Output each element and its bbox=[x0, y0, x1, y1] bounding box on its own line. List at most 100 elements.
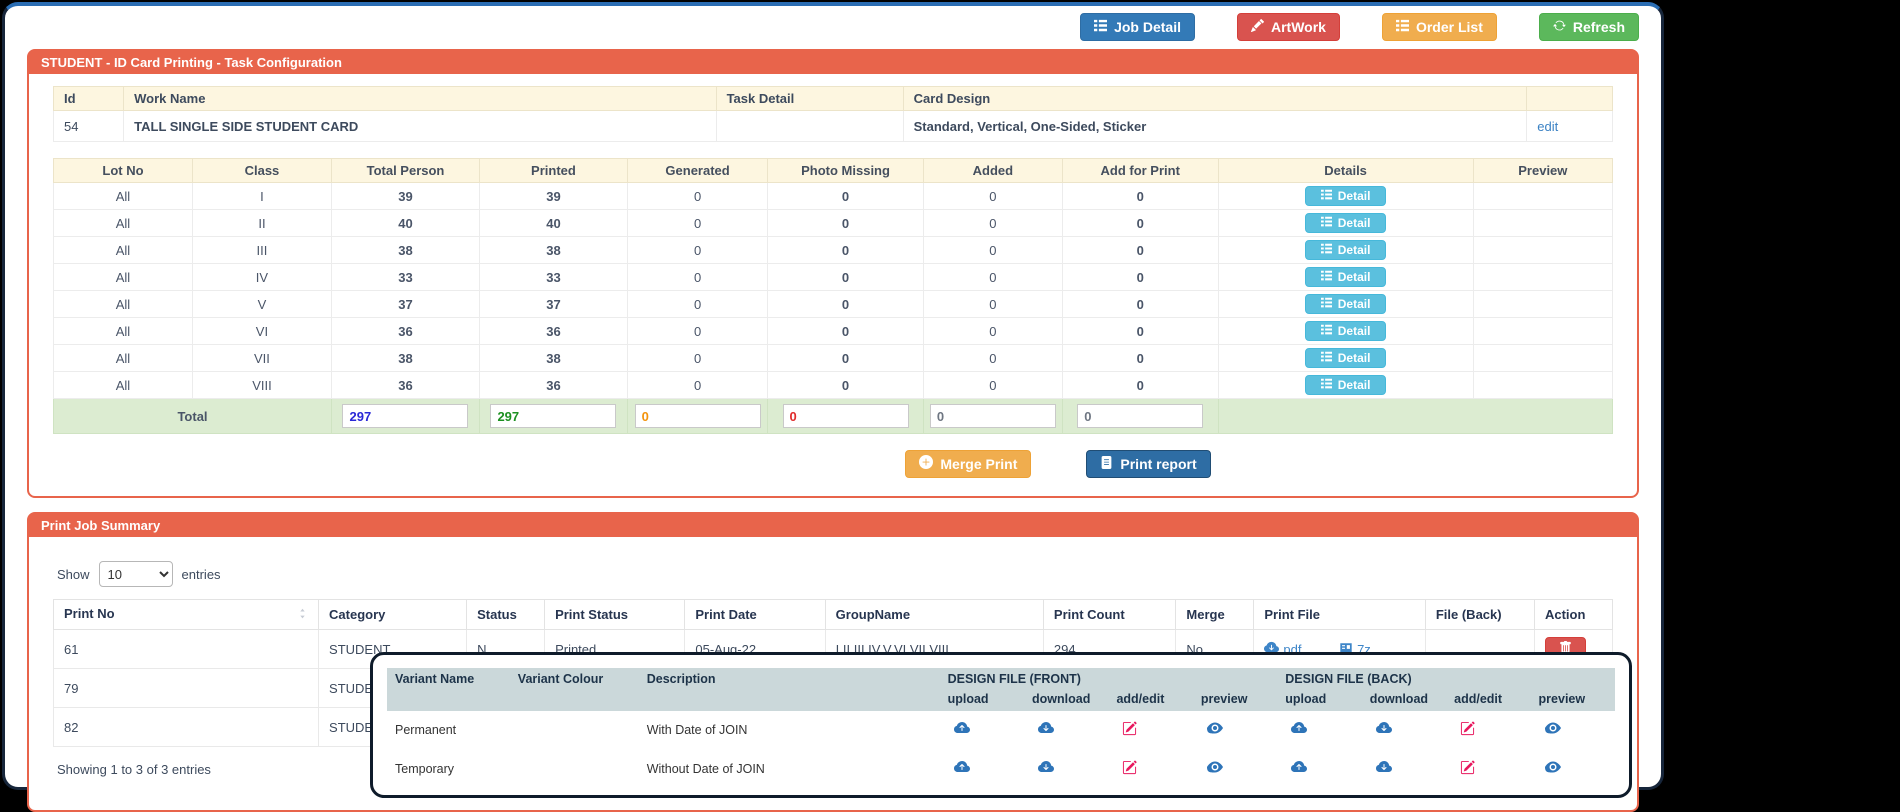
total-photo-missing-input[interactable] bbox=[782, 404, 909, 428]
total-printed-input[interactable] bbox=[490, 404, 617, 428]
table-row: All VI 36 36 0 0 0 0 bbox=[53, 317, 1614, 345]
preview-cell bbox=[1472, 182, 1614, 210]
table-row: All VIII 36 36 0 0 0 0 bbox=[53, 371, 1614, 399]
column-header: Merge bbox=[1175, 599, 1255, 630]
print-no-cell: 79 bbox=[52, 668, 320, 708]
lot-no-cell: All bbox=[53, 263, 193, 291]
photo-missing-cell: 0 bbox=[767, 290, 924, 318]
lot-no-cell: All bbox=[53, 209, 193, 237]
merge-print-button[interactable]: Merge Print bbox=[905, 450, 1032, 478]
front-download-button[interactable] bbox=[1032, 759, 1055, 775]
edit-square-icon bbox=[1122, 759, 1138, 778]
back-preview-button[interactable] bbox=[1539, 720, 1561, 736]
detail-button[interactable]: Detail bbox=[1304, 348, 1387, 368]
lot-no-cell: All bbox=[53, 344, 193, 372]
plus-circle-icon bbox=[919, 455, 934, 473]
preview-cell bbox=[1472, 317, 1614, 345]
back-download-button[interactable] bbox=[1370, 720, 1392, 736]
refresh-button[interactable]: Refresh bbox=[1538, 13, 1639, 41]
detail-label: Detail bbox=[1337, 378, 1371, 392]
edit-link[interactable]: edit bbox=[1537, 118, 1559, 134]
variant-design-popup: Variant Name Variant Colour Description … bbox=[370, 652, 1632, 798]
printed-cell: 40 bbox=[478, 209, 628, 237]
front-upload-button[interactable] bbox=[948, 759, 970, 775]
detail-button[interactable]: Detail bbox=[1304, 213, 1387, 233]
front-preview-button[interactable] bbox=[1201, 759, 1223, 775]
column-header: Variant Colour bbox=[509, 668, 639, 711]
front-add-edit-button[interactable] bbox=[1116, 720, 1138, 739]
add-for-print-cell: 0 bbox=[1061, 236, 1219, 264]
table-row: Permanent With Date of JOIN bbox=[387, 711, 1615, 750]
front-add-edit-button[interactable] bbox=[1116, 759, 1138, 778]
column-header: Card Design bbox=[902, 86, 1528, 111]
list-icon bbox=[1320, 324, 1332, 338]
list-icon bbox=[1094, 18, 1108, 36]
back-preview-button[interactable] bbox=[1539, 759, 1561, 775]
panel-title: STUDENT - ID Card Printing - Task Config… bbox=[29, 51, 1637, 74]
detail-label: Detail bbox=[1337, 270, 1371, 284]
details-cell: Detail bbox=[1217, 371, 1474, 399]
details-cell: Detail bbox=[1217, 344, 1474, 372]
details-cell: Detail bbox=[1217, 236, 1474, 264]
generated-cell: 0 bbox=[626, 344, 769, 372]
artwork-button[interactable]: ArtWork bbox=[1236, 13, 1340, 41]
job-detail-button[interactable]: Job Detail bbox=[1080, 13, 1195, 41]
artwork-label: ArtWork bbox=[1270, 19, 1326, 35]
details-cell: Detail bbox=[1217, 290, 1474, 318]
back-download-button[interactable] bbox=[1370, 759, 1392, 775]
column-header: preview bbox=[1192, 690, 1278, 711]
sort-icon bbox=[297, 607, 308, 623]
printed-cell: 36 bbox=[478, 317, 628, 345]
job-detail-label: Job Detail bbox=[1114, 19, 1181, 35]
total-added-input[interactable] bbox=[929, 404, 1056, 428]
entries-select[interactable]: 10 bbox=[98, 561, 173, 587]
front-download-button[interactable] bbox=[1032, 720, 1055, 736]
total-person-input[interactable] bbox=[342, 404, 469, 428]
column-header-sortable[interactable]: Print No bbox=[52, 599, 320, 630]
detail-label: Detail bbox=[1337, 189, 1371, 203]
detail-button[interactable]: Detail bbox=[1304, 186, 1387, 206]
add-for-print-cell: 0 bbox=[1061, 182, 1219, 210]
detail-button[interactable]: Detail bbox=[1304, 321, 1387, 341]
detail-button[interactable]: Detail bbox=[1304, 294, 1387, 314]
id-cell: 54 bbox=[52, 110, 125, 142]
column-header: Action bbox=[1533, 599, 1614, 630]
column-group-back: DESIGN FILE (BACK) bbox=[1277, 668, 1615, 690]
order-list-button[interactable]: Order List bbox=[1381, 13, 1497, 41]
detail-button[interactable]: Detail bbox=[1304, 375, 1387, 395]
back-upload-button[interactable] bbox=[1285, 759, 1308, 775]
photo-missing-cell: 0 bbox=[767, 263, 924, 291]
print-report-button[interactable]: Print report bbox=[1086, 450, 1211, 478]
detail-button[interactable]: Detail bbox=[1304, 240, 1387, 260]
preview-cell bbox=[1472, 344, 1614, 372]
detail-label: Detail bbox=[1337, 351, 1371, 365]
back-add-edit-button[interactable] bbox=[1454, 759, 1475, 775]
detail-button[interactable]: Detail bbox=[1304, 267, 1387, 287]
column-header: Lot No bbox=[53, 158, 193, 183]
column-header bbox=[1526, 86, 1613, 111]
trash-icon bbox=[1559, 641, 1572, 657]
column-header: upload bbox=[1277, 690, 1362, 711]
total-add-for-print-input[interactable] bbox=[1077, 404, 1204, 428]
cloud-upload-icon bbox=[953, 761, 970, 778]
generated-cell: 0 bbox=[626, 317, 769, 345]
front-upload-button[interactable] bbox=[948, 720, 970, 736]
edit-square-icon bbox=[1122, 720, 1138, 739]
column-header: Status bbox=[466, 599, 546, 630]
back-upload-button[interactable] bbox=[1285, 720, 1308, 736]
description-cell: With Date of JOIN bbox=[646, 722, 748, 737]
added-cell: 0 bbox=[922, 182, 1063, 210]
card-design-cell: Standard, Vertical, One-Sided, Sticker bbox=[902, 110, 1528, 142]
table-row: All II 40 40 0 0 0 0 bbox=[53, 209, 1614, 237]
back-add-edit-button[interactable] bbox=[1454, 720, 1475, 736]
preview-cell bbox=[1472, 209, 1614, 237]
table-row: 54 TALL SINGLE SIDE STUDENT CARD Standar… bbox=[52, 110, 1613, 142]
eye-icon bbox=[1206, 722, 1223, 739]
total-generated-input[interactable] bbox=[634, 404, 761, 428]
front-preview-button[interactable] bbox=[1201, 720, 1223, 736]
added-cell: 0 bbox=[922, 263, 1063, 291]
column-header: Print File bbox=[1253, 599, 1426, 630]
column-group-front: DESIGN FILE (FRONT) bbox=[939, 668, 1278, 690]
column-header: Id bbox=[52, 86, 125, 111]
description-cell: Without Date of JOIN bbox=[646, 761, 765, 776]
